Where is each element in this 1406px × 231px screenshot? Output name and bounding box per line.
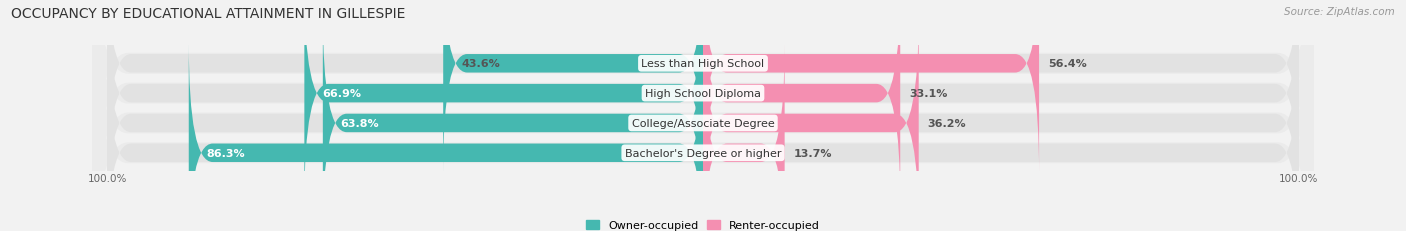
- Text: 66.9%: 66.9%: [322, 89, 361, 99]
- Text: College/Associate Degree: College/Associate Degree: [631, 119, 775, 128]
- Text: Less than High School: Less than High School: [641, 59, 765, 69]
- Text: Bachelor's Degree or higher: Bachelor's Degree or higher: [624, 148, 782, 158]
- Text: High School Diploma: High School Diploma: [645, 89, 761, 99]
- FancyBboxPatch shape: [304, 0, 703, 203]
- Text: 33.1%: 33.1%: [910, 89, 948, 99]
- FancyBboxPatch shape: [107, 43, 1299, 231]
- Text: 86.3%: 86.3%: [207, 148, 245, 158]
- FancyBboxPatch shape: [443, 0, 703, 174]
- Text: 36.2%: 36.2%: [928, 119, 966, 128]
- FancyBboxPatch shape: [93, 0, 1313, 231]
- Text: 56.4%: 56.4%: [1047, 59, 1087, 69]
- FancyBboxPatch shape: [93, 0, 1313, 231]
- FancyBboxPatch shape: [323, 14, 703, 231]
- FancyBboxPatch shape: [93, 0, 1313, 231]
- FancyBboxPatch shape: [188, 43, 703, 231]
- Legend: Owner-occupied, Renter-occupied: Owner-occupied, Renter-occupied: [586, 220, 820, 230]
- Text: 43.6%: 43.6%: [461, 59, 499, 69]
- FancyBboxPatch shape: [107, 0, 1299, 174]
- Text: 13.7%: 13.7%: [793, 148, 832, 158]
- FancyBboxPatch shape: [703, 0, 1039, 174]
- Text: Source: ZipAtlas.com: Source: ZipAtlas.com: [1284, 7, 1395, 17]
- FancyBboxPatch shape: [703, 43, 785, 231]
- Text: 63.8%: 63.8%: [340, 119, 380, 128]
- FancyBboxPatch shape: [703, 0, 900, 203]
- FancyBboxPatch shape: [107, 0, 1299, 203]
- FancyBboxPatch shape: [93, 0, 1313, 231]
- Text: OCCUPANCY BY EDUCATIONAL ATTAINMENT IN GILLESPIE: OCCUPANCY BY EDUCATIONAL ATTAINMENT IN G…: [11, 7, 405, 21]
- FancyBboxPatch shape: [703, 14, 918, 231]
- FancyBboxPatch shape: [107, 14, 1299, 231]
